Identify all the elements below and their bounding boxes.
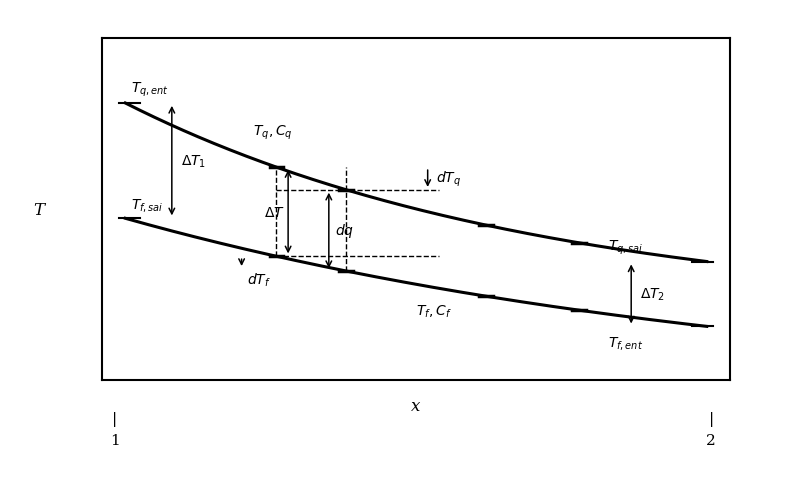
Text: $\Delta T_1$: $\Delta T_1$ — [181, 153, 206, 169]
Text: $dT_f$: $dT_f$ — [247, 271, 272, 288]
Text: 2: 2 — [706, 433, 716, 447]
Text: $\Delta T$: $\Delta T$ — [265, 205, 285, 219]
Text: $T_{f,ent}$: $T_{f,ent}$ — [608, 334, 643, 351]
Text: $dq$: $dq$ — [334, 222, 354, 240]
Text: |: | — [709, 411, 714, 426]
Text: $T_f, C_f$: $T_f, C_f$ — [416, 303, 452, 319]
Text: T: T — [34, 202, 45, 218]
Text: $T_{q,ent}$: $T_{q,ent}$ — [131, 80, 169, 99]
Text: x: x — [411, 397, 421, 414]
Text: $T_{f,sai}$: $T_{f,sai}$ — [131, 197, 163, 213]
Text: $T_q, C_q$: $T_q, C_q$ — [254, 123, 293, 142]
Text: $\Delta T_2$: $\Delta T_2$ — [640, 286, 665, 303]
Text: 1: 1 — [110, 433, 119, 447]
Text: $T_{q,sai}$: $T_{q,sai}$ — [608, 238, 643, 257]
Text: $dT_q$: $dT_q$ — [436, 169, 462, 189]
Text: |: | — [112, 411, 117, 426]
